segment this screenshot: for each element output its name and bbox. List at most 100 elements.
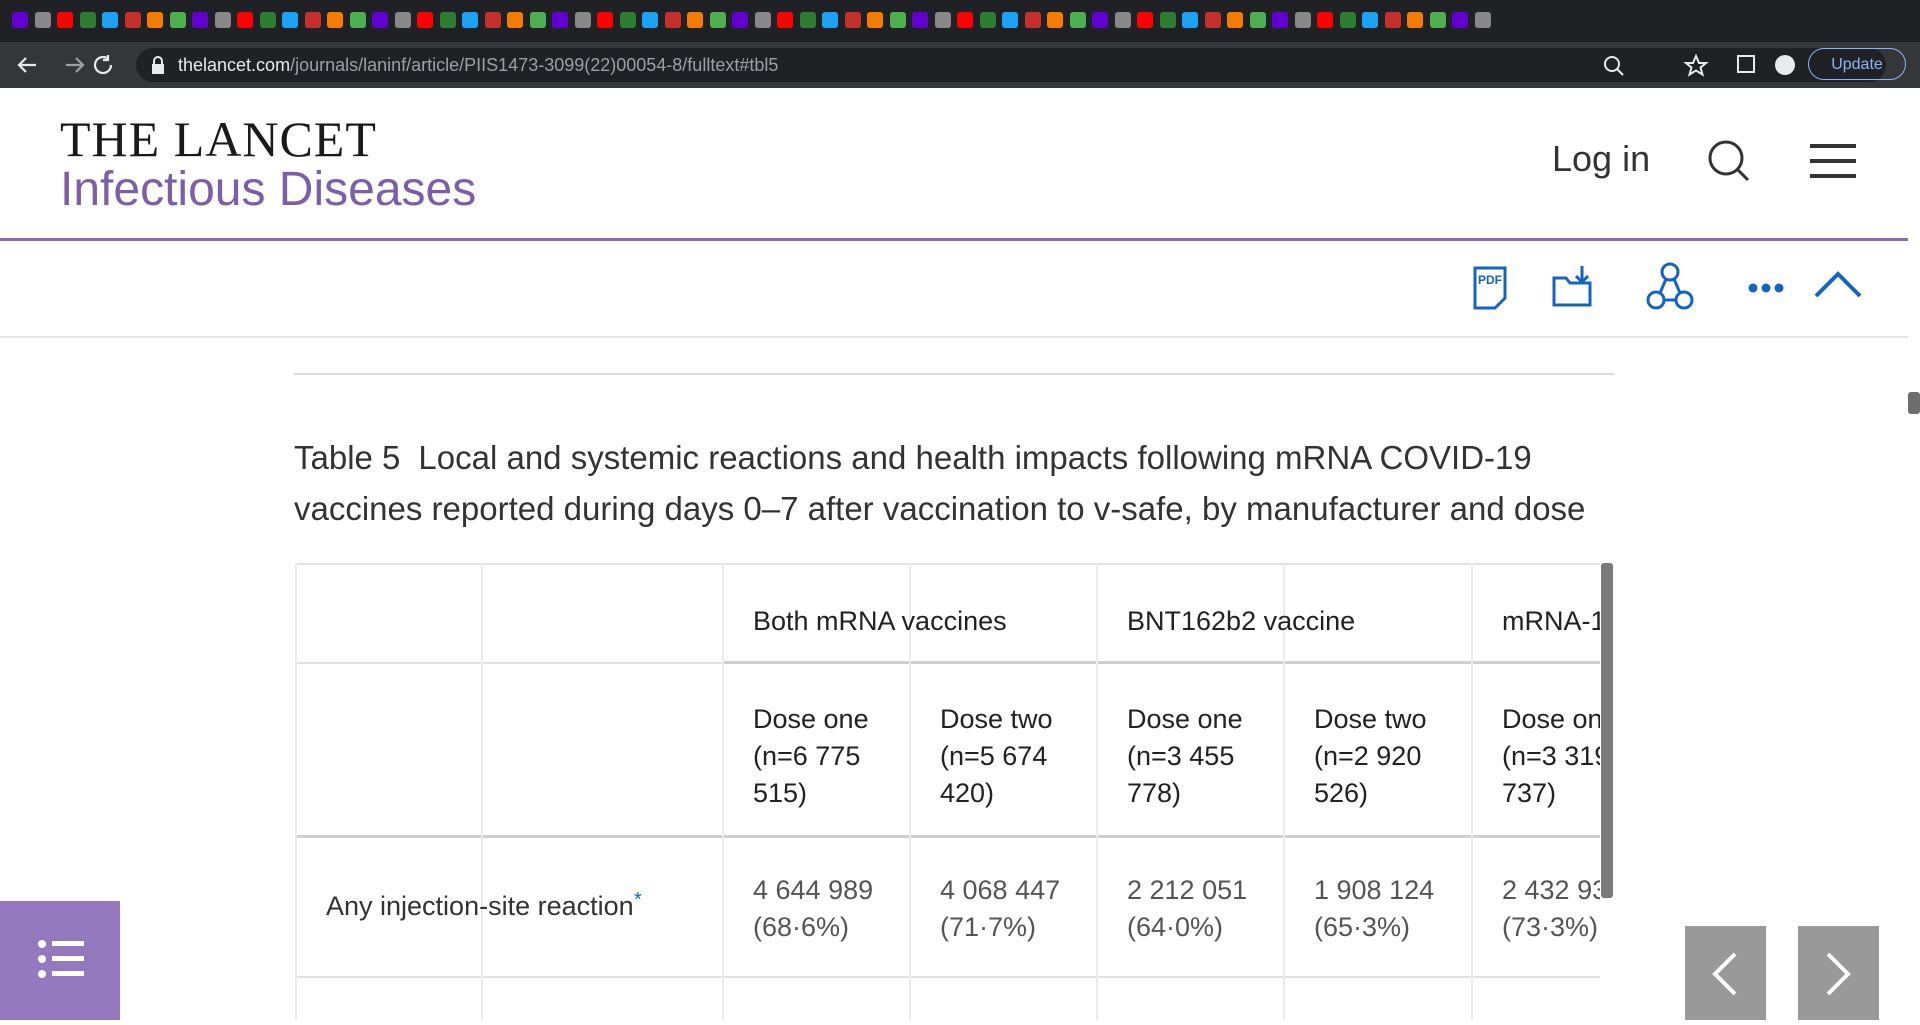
data-cell: 1 908 124 (65·3%) xyxy=(1314,872,1434,946)
dose-label: Dose one xyxy=(1502,704,1600,734)
tab-icon xyxy=(327,12,343,28)
tab-icon xyxy=(304,12,321,28)
tab-icon xyxy=(574,12,591,28)
group-header: mRNA-1273 vaccine xyxy=(1502,606,1600,636)
dose-count: (n=5 674 420) xyxy=(940,741,1048,808)
col-line xyxy=(1471,563,1473,1020)
col-line xyxy=(722,563,724,1020)
tab-icon xyxy=(237,12,253,28)
tab-icon xyxy=(1069,12,1086,28)
header-icons[interactable] xyxy=(1706,138,1860,184)
row-label: Any injection-site reaction xyxy=(326,891,634,921)
tab-icon xyxy=(889,12,906,28)
journal-subtitle[interactable]: Infectious Diseases xyxy=(60,163,477,216)
col-line xyxy=(909,563,911,1020)
data-cell: 2 212 051 (64·0%) xyxy=(1127,872,1247,946)
tab-icon xyxy=(642,12,658,28)
outline-icon xyxy=(38,940,84,978)
update-button[interactable]: Update xyxy=(1808,48,1906,80)
tab-icon xyxy=(1429,12,1446,28)
next-button[interactable] xyxy=(1798,926,1879,1020)
tab-icon xyxy=(979,12,996,28)
tab-icon xyxy=(597,12,613,28)
tab-icon xyxy=(1159,12,1176,28)
cell-count: 2 432 938 xyxy=(1502,875,1600,905)
tab-icon xyxy=(259,12,276,28)
pdf-icon-label: PDF xyxy=(1478,273,1502,287)
tab-icon xyxy=(799,12,816,28)
url[interactable]: thelancet.com/journals/laninf/article/PI… xyxy=(178,54,778,76)
tab-icon xyxy=(484,12,501,28)
tab-icon xyxy=(349,12,366,28)
url-path: /journals/laninf/article/PIIS1473-3099(2… xyxy=(290,55,779,75)
dose-count: (n=3 319 737) xyxy=(1502,741,1600,808)
tab-icon xyxy=(1384,12,1401,28)
row-line xyxy=(295,976,1600,978)
outline-button[interactable] xyxy=(0,901,120,1020)
dose-label: Dose one xyxy=(1127,704,1243,734)
tab-icon xyxy=(664,12,681,28)
tab-icon xyxy=(1137,12,1153,28)
tab-icon xyxy=(34,12,51,28)
tab-icon xyxy=(1294,12,1311,28)
data-cell: 4 068 447 (71·7%) xyxy=(940,872,1060,946)
column-header: Dose one (n=6 775 515) xyxy=(753,701,903,812)
tab-icon xyxy=(1339,12,1356,28)
next-icon xyxy=(1826,952,1851,996)
lock-icon xyxy=(152,56,164,74)
url-host: thelancet.com xyxy=(178,55,291,75)
tab-icon xyxy=(552,12,568,28)
tab-icon xyxy=(1407,12,1423,28)
group-header: BNT162b2 vaccine xyxy=(1127,606,1356,636)
tab-strip xyxy=(0,0,1920,42)
cell-count: 4 068 447 xyxy=(940,875,1061,905)
tab-icon xyxy=(282,12,298,28)
page-scrollbar[interactable] xyxy=(1908,392,1920,414)
dose-count: (n=6 775 515) xyxy=(753,741,861,808)
tab-icon xyxy=(1227,12,1243,28)
data-cell: 4 644 989 (68·6%) xyxy=(753,872,873,946)
tab-icon xyxy=(822,12,838,28)
tab-icon xyxy=(687,12,703,28)
browser-actions[interactable] xyxy=(1600,52,1800,78)
column-header: Dose one (n=3 455 778) xyxy=(1127,701,1277,812)
article-toolbar[interactable]: PDF xyxy=(1470,262,1870,316)
tab-icon xyxy=(192,12,208,28)
footnote-link[interactable]: * xyxy=(634,889,642,911)
cell-percent: (65·3%) xyxy=(1314,912,1411,942)
col-line xyxy=(295,563,297,1020)
cell-count: 2 212 051 xyxy=(1127,875,1248,905)
tab-icon xyxy=(462,12,478,28)
tab-icon xyxy=(1204,12,1221,28)
column-header: Dose one (n=3 319 737) xyxy=(1502,701,1600,812)
dose-label: Dose two xyxy=(940,704,1053,734)
cell-percent: (73·3%) xyxy=(1502,912,1599,942)
tab-icon xyxy=(102,12,118,28)
row-line xyxy=(295,563,1600,565)
tab-icon xyxy=(57,12,73,28)
omnibox[interactable] xyxy=(136,48,1886,82)
table-scrollbar[interactable] xyxy=(1601,563,1613,898)
journal-title[interactable]: THE LANCET xyxy=(60,111,377,167)
tab-icon xyxy=(12,12,28,28)
tab-icon xyxy=(619,12,636,28)
tab-icon xyxy=(844,12,861,28)
toolbar-rule xyxy=(0,336,1908,338)
nav-buttons[interactable] xyxy=(14,52,124,78)
tab-icon xyxy=(1114,12,1131,28)
column-header: Dose two (n=5 674 420) xyxy=(940,701,1090,812)
cell-percent: (64·0%) xyxy=(1127,912,1224,942)
prev-button[interactable] xyxy=(1685,926,1766,1020)
cell-percent: (68·6%) xyxy=(753,912,850,942)
login-link[interactable]: Log in xyxy=(1552,138,1651,179)
dose-count: (n=2 920 526) xyxy=(1314,741,1422,808)
header-rule xyxy=(295,835,1600,838)
tab-icon xyxy=(507,12,523,28)
tab-icon xyxy=(214,12,231,28)
tab-icon xyxy=(124,12,141,28)
tab-icon xyxy=(439,12,456,28)
col-line xyxy=(1283,563,1285,1020)
prev-icon xyxy=(1712,952,1737,996)
tab-icon xyxy=(1452,12,1468,28)
